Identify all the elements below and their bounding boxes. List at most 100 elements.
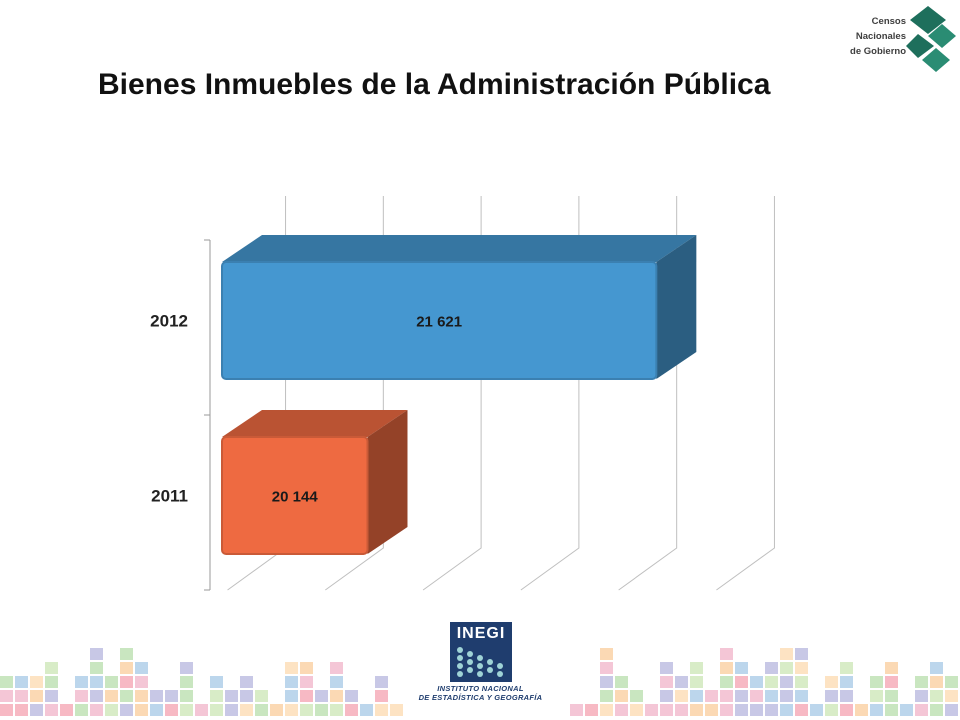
pattern-square: [90, 704, 103, 716]
pattern-square: [315, 690, 328, 702]
value-label-2012: 21 621: [416, 314, 462, 331]
pattern-square: [360, 704, 373, 716]
pattern-square: [45, 704, 58, 716]
pattern-square: [375, 704, 388, 716]
pattern-square: [660, 704, 673, 716]
pattern-square: [0, 676, 13, 688]
pattern-square: [75, 704, 88, 716]
pattern-square: [135, 662, 148, 674]
bar-front-face: [221, 436, 369, 555]
pattern-square: [885, 704, 898, 716]
pattern-square: [825, 690, 838, 702]
pattern-square: [900, 704, 913, 716]
value-label-2011: 20 144: [272, 489, 319, 506]
pattern-square: [0, 690, 13, 702]
pattern-square: [180, 662, 193, 674]
pattern-square: [315, 704, 328, 716]
pattern-square: [30, 690, 43, 702]
pattern-square: [180, 690, 193, 702]
censos-logo: Censos Nacionales de Gobierno: [846, 6, 956, 72]
pattern-square: [345, 704, 358, 716]
censos-logo-text: Censos Nacionales de Gobierno: [846, 14, 906, 59]
inegi-dots-icon: [457, 647, 503, 677]
pattern-square: [840, 662, 853, 674]
pattern-square: [885, 690, 898, 702]
pattern-square: [15, 676, 28, 688]
inegi-logo: INEGI INSTITUTO NACIONAL DE ESTADÍSTICA …: [408, 622, 553, 702]
bar-side-face: [656, 235, 697, 379]
pattern-square: [660, 690, 673, 702]
pattern-square: [945, 690, 958, 702]
pattern-square: [225, 704, 238, 716]
pattern-square: [120, 690, 133, 702]
pattern-square: [840, 676, 853, 688]
pattern-square: [885, 662, 898, 674]
pattern-square: [210, 676, 223, 688]
pattern-square: [735, 676, 748, 688]
pattern-square: [285, 704, 298, 716]
pattern-square: [135, 704, 148, 716]
chart-bars: [221, 235, 697, 555]
pattern-square: [915, 676, 928, 688]
inegi-logo-line2: DE ESTADÍSTICA Y GEOGRAFÍA: [418, 693, 543, 702]
pattern-square: [135, 690, 148, 702]
inegi-logo-box: INEGI: [450, 622, 512, 682]
pattern-square: [330, 690, 343, 702]
cubes-logo-icon: [906, 6, 956, 72]
page-title: Bienes Inmuebles de la Administración Pú…: [98, 68, 771, 101]
pattern-square: [210, 704, 223, 716]
pattern-square: [930, 676, 943, 688]
pattern-square: [645, 704, 658, 716]
pattern-square: [585, 704, 598, 716]
pattern-square: [735, 690, 748, 702]
pattern-square: [600, 690, 613, 702]
pattern-square: [720, 676, 733, 688]
pattern-square: [75, 676, 88, 688]
pattern-square: [120, 676, 133, 688]
pattern-square: [135, 676, 148, 688]
pattern-square: [735, 704, 748, 716]
pattern-square: [600, 648, 613, 660]
pattern-square: [90, 662, 103, 674]
pattern-square: [120, 648, 133, 660]
pattern-square: [630, 704, 643, 716]
bar-2011: [221, 410, 408, 555]
censos-logo-line2: Nacionales: [855, 31, 906, 42]
pattern-square: [795, 704, 808, 716]
pattern-square: [765, 690, 778, 702]
pattern-square: [660, 662, 673, 674]
pattern-square: [330, 662, 343, 674]
chart-axis: [204, 239, 211, 591]
pattern-square: [255, 704, 268, 716]
pattern-square: [750, 690, 763, 702]
pattern-square: [300, 704, 313, 716]
pattern-square: [915, 690, 928, 702]
pattern-square: [810, 704, 823, 716]
pattern-square: [675, 690, 688, 702]
censos-logo-line1: Censos: [871, 16, 906, 27]
inegi-logo-line1: INSTITUTO NACIONAL: [437, 684, 524, 693]
pattern-square: [150, 690, 163, 702]
pattern-square: [330, 704, 343, 716]
pattern-square: [870, 704, 883, 716]
value-labels: 21 621 20 144: [272, 314, 462, 506]
pattern-square: [630, 690, 643, 702]
pattern-square: [120, 662, 133, 674]
pattern-square: [870, 676, 883, 688]
pattern-square: [45, 662, 58, 674]
pattern-square: [45, 690, 58, 702]
pattern-square: [840, 704, 853, 716]
pattern-square: [690, 676, 703, 688]
bar-chart: 2012 2011 21 621 20 144: [150, 196, 775, 591]
pattern-square: [390, 704, 403, 716]
pattern-square: [780, 662, 793, 674]
pattern-square: [720, 662, 733, 674]
pattern-square: [825, 676, 838, 688]
pattern-square: [210, 690, 223, 702]
category-label-2011: 2011: [151, 487, 188, 506]
bar-top-face: [222, 410, 408, 437]
pattern-square: [195, 704, 208, 716]
pattern-square: [870, 690, 883, 702]
censos-logo-line3: de Gobierno: [850, 46, 906, 57]
category-label-2012: 2012: [150, 312, 188, 331]
